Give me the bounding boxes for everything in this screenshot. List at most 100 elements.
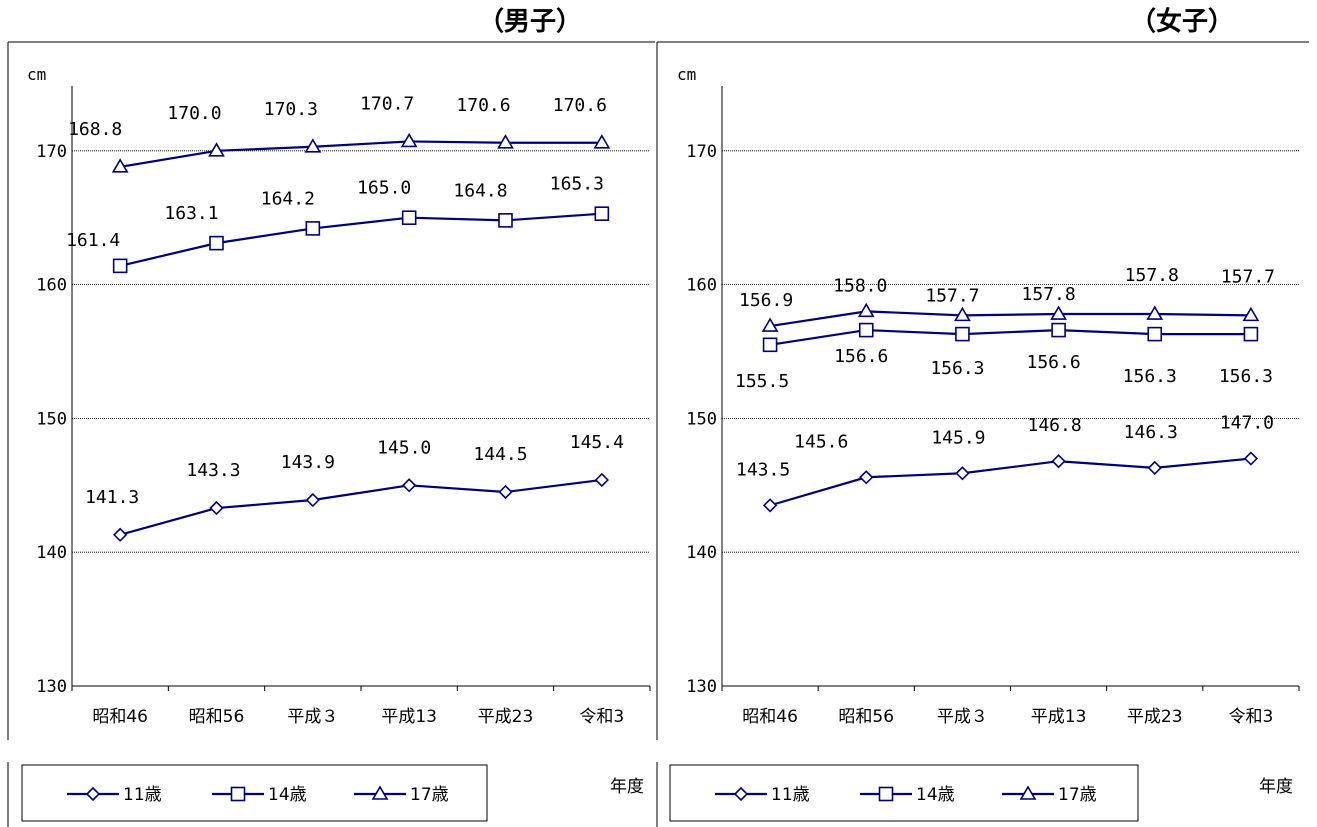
data-point	[305, 221, 321, 236]
y-tick-label: 170	[36, 142, 67, 162]
y-tick-label: 140	[686, 543, 717, 563]
data-label: 163.1	[164, 203, 218, 224]
data-label: 146.8	[1027, 415, 1081, 436]
data-label: 168.8	[68, 119, 122, 140]
data-label: 157.8	[1021, 284, 1075, 305]
series-14歳: 161.4 163.1 164.2 165.0 164.8 165.3	[66, 174, 610, 274]
data-point	[401, 210, 417, 225]
legend-marker	[733, 786, 749, 802]
x-category-label: 令和3	[579, 707, 624, 727]
y-unit-label: cm	[677, 65, 696, 84]
data-point	[400, 132, 418, 148]
legend-marker	[878, 786, 894, 802]
data-label: 165.0	[357, 178, 411, 199]
legend-label: 14歳	[268, 785, 307, 805]
x-category-label: 平成３	[937, 707, 988, 727]
y-unit-label: cm	[27, 65, 46, 84]
x-category-label: 昭和56	[838, 707, 894, 727]
data-label: 147.0	[1220, 413, 1274, 434]
data-point	[955, 326, 970, 342]
data-point	[498, 213, 513, 228]
legend: 11歳 14歳 17歳	[21, 764, 488, 822]
data-point	[305, 492, 320, 508]
data-point	[1242, 306, 1260, 322]
data-label: 170.0	[167, 103, 221, 124]
series-17歳: 156.9 158.0 157.7 157.8 157.8 157.7	[739, 265, 1275, 332]
data-point	[1051, 322, 1066, 338]
legend-label: 17歳	[1058, 785, 1097, 805]
data-label: 170.3	[264, 99, 318, 120]
chart-panel-0: （男子） 130 140 150 160 170 昭和46 昭和56 平成３ 平成13 平成23 令和…	[7, 7, 655, 827]
data-point	[304, 138, 322, 153]
legend-label: 14歳	[916, 785, 955, 805]
legend-label: 17歳	[410, 785, 449, 805]
data-label: 170.6	[456, 95, 510, 116]
data-point	[208, 142, 225, 157]
x-category-label: 平成23	[1127, 707, 1183, 727]
data-label: 145.9	[931, 427, 985, 448]
data-point	[1146, 305, 1164, 320]
data-label: 164.2	[261, 188, 315, 209]
legend-marker	[1019, 785, 1037, 800]
series-line	[119, 140, 602, 168]
series-line	[119, 478, 602, 536]
data-label: 156.3	[930, 358, 984, 379]
legend-marker	[230, 786, 246, 802]
data-point	[857, 302, 875, 318]
data-label: 157.8	[1125, 265, 1179, 286]
series-14歳: 155.5 156.6 156.3 156.6 156.3 156.3	[735, 322, 1273, 392]
data-label: 170.7	[360, 93, 414, 114]
chart-panel-1: （女子） 130 140 150 160 170 昭和46 昭和56 平成３ 平成13 平成23 令和…	[656, 6, 1309, 827]
data-point	[1243, 326, 1259, 342]
data-point	[762, 498, 778, 513]
data-label: 156.9	[739, 290, 793, 311]
y-tick-label: 130	[686, 677, 717, 697]
data-point	[1147, 326, 1163, 342]
data-label: 156.3	[1123, 366, 1177, 387]
data-label: 145.0	[377, 437, 431, 458]
panel-title: （女子）	[1130, 6, 1234, 37]
series-line	[769, 328, 1251, 346]
x-axis-title: 年度	[1259, 777, 1293, 797]
legend-marker	[371, 785, 389, 800]
series-line	[119, 212, 602, 267]
x-axis-title: 年度	[610, 777, 644, 797]
data-point	[762, 337, 778, 353]
data-point	[209, 500, 224, 516]
data-label: 161.4	[66, 230, 120, 251]
data-point	[209, 235, 224, 251]
x-category-label: 平成13	[381, 707, 437, 727]
data-label: 143.9	[281, 452, 335, 473]
data-label: 165.3	[550, 174, 604, 195]
data-point	[858, 322, 874, 338]
data-label: 156.6	[834, 346, 888, 367]
data-point	[761, 317, 779, 332]
data-label: 145.6	[794, 431, 848, 452]
x-category-label: 昭和56	[189, 707, 245, 727]
x-category-label: 平成23	[478, 707, 534, 727]
data-point	[1051, 454, 1066, 469]
data-point	[954, 306, 971, 322]
y-tick-label: 170	[686, 142, 717, 162]
x-category-label: 昭和46	[742, 707, 798, 727]
data-label: 146.3	[1124, 422, 1178, 443]
y-tick-label: 160	[686, 276, 717, 296]
data-label: 157.7	[925, 285, 979, 306]
data-point	[111, 158, 129, 173]
x-category-label: 昭和46	[92, 707, 148, 727]
legend-label: 11歳	[123, 785, 162, 805]
y-tick-label: 130	[36, 677, 67, 697]
data-label: 143.5	[736, 459, 790, 480]
data-point	[498, 484, 513, 500]
data-point	[594, 472, 609, 488]
data-label: 145.4	[570, 432, 624, 453]
data-point	[1243, 451, 1259, 466]
data-label: 156.3	[1219, 366, 1273, 387]
data-point	[859, 470, 874, 485]
data-point	[112, 258, 128, 274]
x-category-label: 令和3	[1229, 707, 1274, 727]
data-label: 144.5	[473, 444, 527, 465]
data-point	[113, 527, 128, 542]
